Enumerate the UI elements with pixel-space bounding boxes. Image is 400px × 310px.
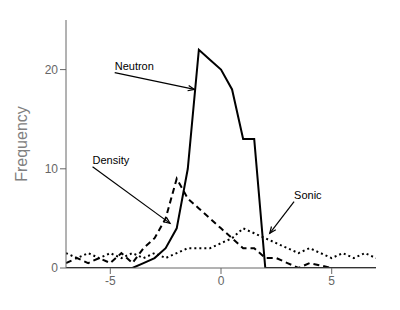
svg-text:-5: -5 (105, 274, 116, 288)
svg-text:0: 0 (51, 261, 58, 275)
svg-text:Density: Density (93, 154, 130, 166)
svg-text:20: 20 (45, 63, 59, 77)
svg-text:10: 10 (45, 162, 59, 176)
svg-text:Frequency: Frequency (13, 106, 30, 182)
svg-text:0: 0 (218, 274, 225, 288)
svg-text:5: 5 (328, 274, 335, 288)
svg-text:Neutron: Neutron (115, 60, 154, 72)
svg-text:Sonic: Sonic (294, 189, 322, 201)
